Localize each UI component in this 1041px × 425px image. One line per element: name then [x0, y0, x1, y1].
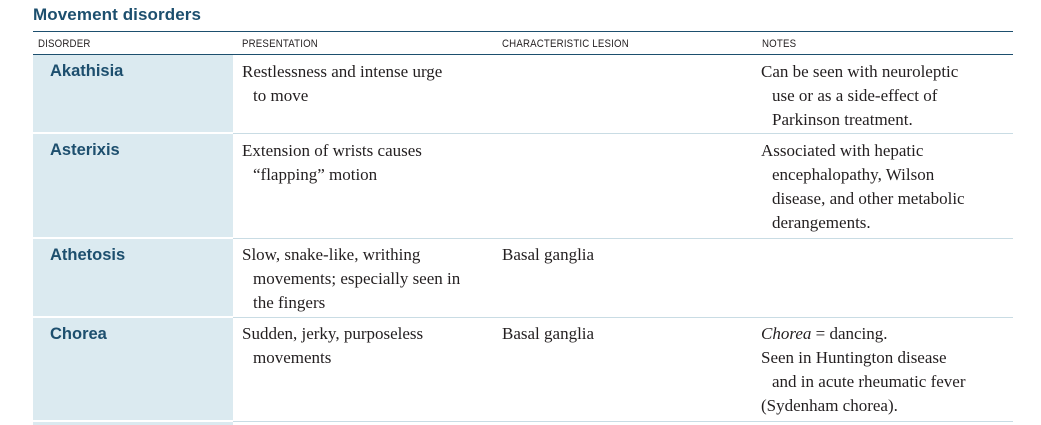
top-rule: [33, 31, 1013, 32]
presentation-cell: Restlessness and intense urge to move: [242, 60, 442, 108]
text-line: Seen in Huntington disease: [761, 348, 947, 367]
row-divider: [233, 238, 1013, 239]
text-line: derangements.: [772, 213, 871, 232]
header-presentation: PRESENTATION: [242, 38, 318, 50]
text-line: Restlessness and intense urge: [242, 62, 443, 81]
text-line: the fingers: [253, 293, 326, 312]
text-line: Extension of wrists causes: [242, 141, 422, 160]
text-line: Slow, snake-like, writhing: [242, 245, 421, 264]
text-line: and in acute rheumatic fever: [772, 372, 966, 391]
text-line: movements; especially seen in: [253, 269, 461, 288]
row-divider: [233, 133, 1013, 134]
header-lesion: CHARACTERISTIC LESION: [502, 38, 629, 50]
lesion-cell: Basal ganglia: [502, 245, 595, 264]
text-line: (Sydenham chorea).: [761, 396, 898, 415]
text-fragment: = dancing.: [811, 324, 888, 343]
row-divider: [233, 317, 1013, 318]
disorder-name: Chorea: [50, 325, 107, 343]
header-disorder: DISORDER: [38, 38, 91, 50]
header-notes: NOTES: [762, 38, 797, 50]
text-line: Can be seen with neuroleptic: [761, 62, 959, 81]
notes-cell: Can be seen with neuroleptic use or as a…: [761, 60, 958, 132]
text-line: use or as a side-effect of: [772, 86, 938, 105]
text-line: Sudden, jerky, purposeless: [242, 324, 424, 343]
text-line: “flapping” motion: [253, 165, 378, 184]
text-line: encephalopathy, Wilson: [772, 165, 935, 184]
text-line: Associated with hepatic: [761, 141, 924, 160]
disorder-column-shading: [33, 55, 233, 425]
row-divider: [33, 316, 233, 318]
row-divider: [33, 132, 233, 134]
row-divider: [33, 420, 233, 422]
disorder-name: Athetosis: [50, 246, 126, 264]
notes-cell: Chorea = dancing. Seen in Huntington dis…: [761, 322, 966, 418]
text-line: Parkinson treatment.: [772, 110, 913, 129]
notes-cell: Associated with hepatic encephalopathy, …: [761, 139, 965, 235]
text-line: Chorea = dancing.: [761, 322, 966, 346]
presentation-cell: Slow, snake-like, writhing movements; es…: [242, 243, 460, 315]
presentation-cell: Sudden, jerky, purposeless movements: [242, 322, 423, 370]
disorder-name: Akathisia: [50, 62, 124, 80]
lesion-cell: Basal ganglia: [502, 324, 595, 343]
table-title: Movement disorders: [33, 5, 202, 24]
disorder-name: Asterixis: [50, 141, 120, 159]
italic-term: Chorea: [761, 324, 812, 343]
header-rule: [33, 54, 1013, 55]
row-divider: [233, 421, 1013, 422]
text-line: to move: [253, 86, 309, 105]
row-divider: [33, 237, 233, 239]
text-line: movements: [253, 348, 332, 367]
presentation-cell: Extension of wrists causes “flapping” mo…: [242, 139, 422, 187]
text-line: disease, and other metabolic: [772, 189, 965, 208]
